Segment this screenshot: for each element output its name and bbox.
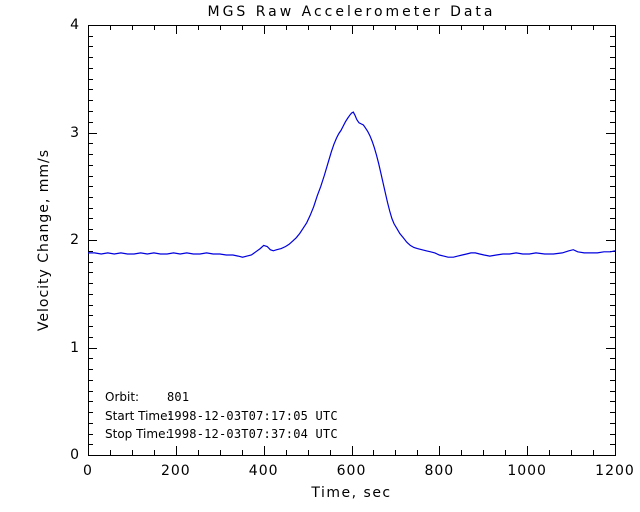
annotation-row-stop-time: Stop Time: 1998-12-03T07:37:04 UTC <box>105 425 338 443</box>
orbit-value: 801 <box>167 390 190 404</box>
y-tick-label-1: 1 <box>70 339 80 356</box>
y-tick-label-0: 0 <box>70 447 80 463</box>
x-axis-label: Time, sec <box>311 485 392 501</box>
data-line-velocity-change <box>88 111 616 258</box>
x-tick-label-200: 200 <box>160 463 191 479</box>
annotation-row-start-time: Start Time: 1998-12-03T07:17:05 UTC <box>105 407 338 425</box>
annotation-row-orbit: Orbit: 801 <box>105 388 189 406</box>
x-tick-label-800: 800 <box>424 463 455 479</box>
start-time-label: Start Time: <box>105 408 172 423</box>
orbit-label: Orbit: <box>105 390 140 404</box>
x-tick-label-1200: 1200 <box>595 463 635 479</box>
x-tick-label-1000: 1000 <box>507 463 547 479</box>
stop-time-value: 1998-12-03T07:37:04 UTC <box>167 427 338 441</box>
x-tick-label-600: 600 <box>336 463 367 479</box>
y-tick-label-3: 3 <box>70 124 80 141</box>
y-tick-label-4: 4 <box>70 17 80 33</box>
stop-time-label: Stop Time: <box>105 427 170 441</box>
x-tick-label-400: 400 <box>248 463 279 479</box>
x-tick-label-0: 0 <box>83 463 93 479</box>
start-time-value: 1998-12-03T07:17:05 UTC <box>167 408 338 423</box>
y-tick-label-2: 2 <box>70 232 80 248</box>
chart-title: MGS Raw Accelerometer Data <box>207 4 496 20</box>
